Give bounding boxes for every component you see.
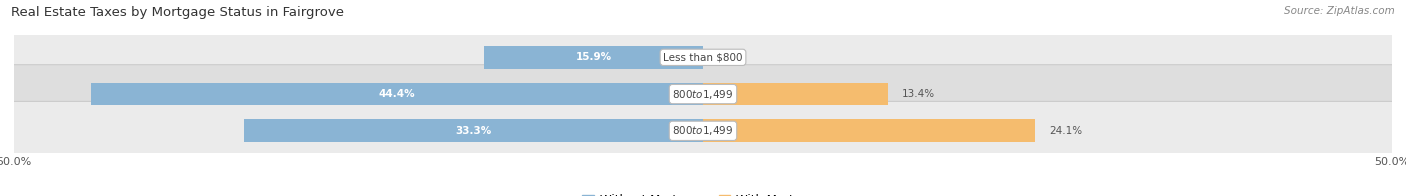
Text: Less than $800: Less than $800 xyxy=(664,52,742,62)
Text: Real Estate Taxes by Mortgage Status in Fairgrove: Real Estate Taxes by Mortgage Status in … xyxy=(11,6,344,19)
Text: 15.9%: 15.9% xyxy=(575,52,612,62)
Bar xyxy=(91,83,703,105)
Text: $800 to $1,499: $800 to $1,499 xyxy=(672,88,734,101)
Text: 0.0%: 0.0% xyxy=(717,52,742,62)
Text: Source: ZipAtlas.com: Source: ZipAtlas.com xyxy=(1284,6,1395,16)
FancyBboxPatch shape xyxy=(3,65,1403,123)
Text: $800 to $1,499: $800 to $1,499 xyxy=(672,124,734,137)
FancyBboxPatch shape xyxy=(3,28,1403,87)
FancyBboxPatch shape xyxy=(3,102,1403,160)
Text: 24.1%: 24.1% xyxy=(1049,126,1083,136)
Text: 13.4%: 13.4% xyxy=(901,89,935,99)
Text: 44.4%: 44.4% xyxy=(378,89,415,99)
Legend: Without Mortgage, With Mortgage: Without Mortgage, With Mortgage xyxy=(578,189,828,196)
Bar xyxy=(703,119,1035,142)
Bar xyxy=(703,83,887,105)
Text: 33.3%: 33.3% xyxy=(456,126,492,136)
Bar xyxy=(245,119,703,142)
Bar xyxy=(484,46,703,69)
